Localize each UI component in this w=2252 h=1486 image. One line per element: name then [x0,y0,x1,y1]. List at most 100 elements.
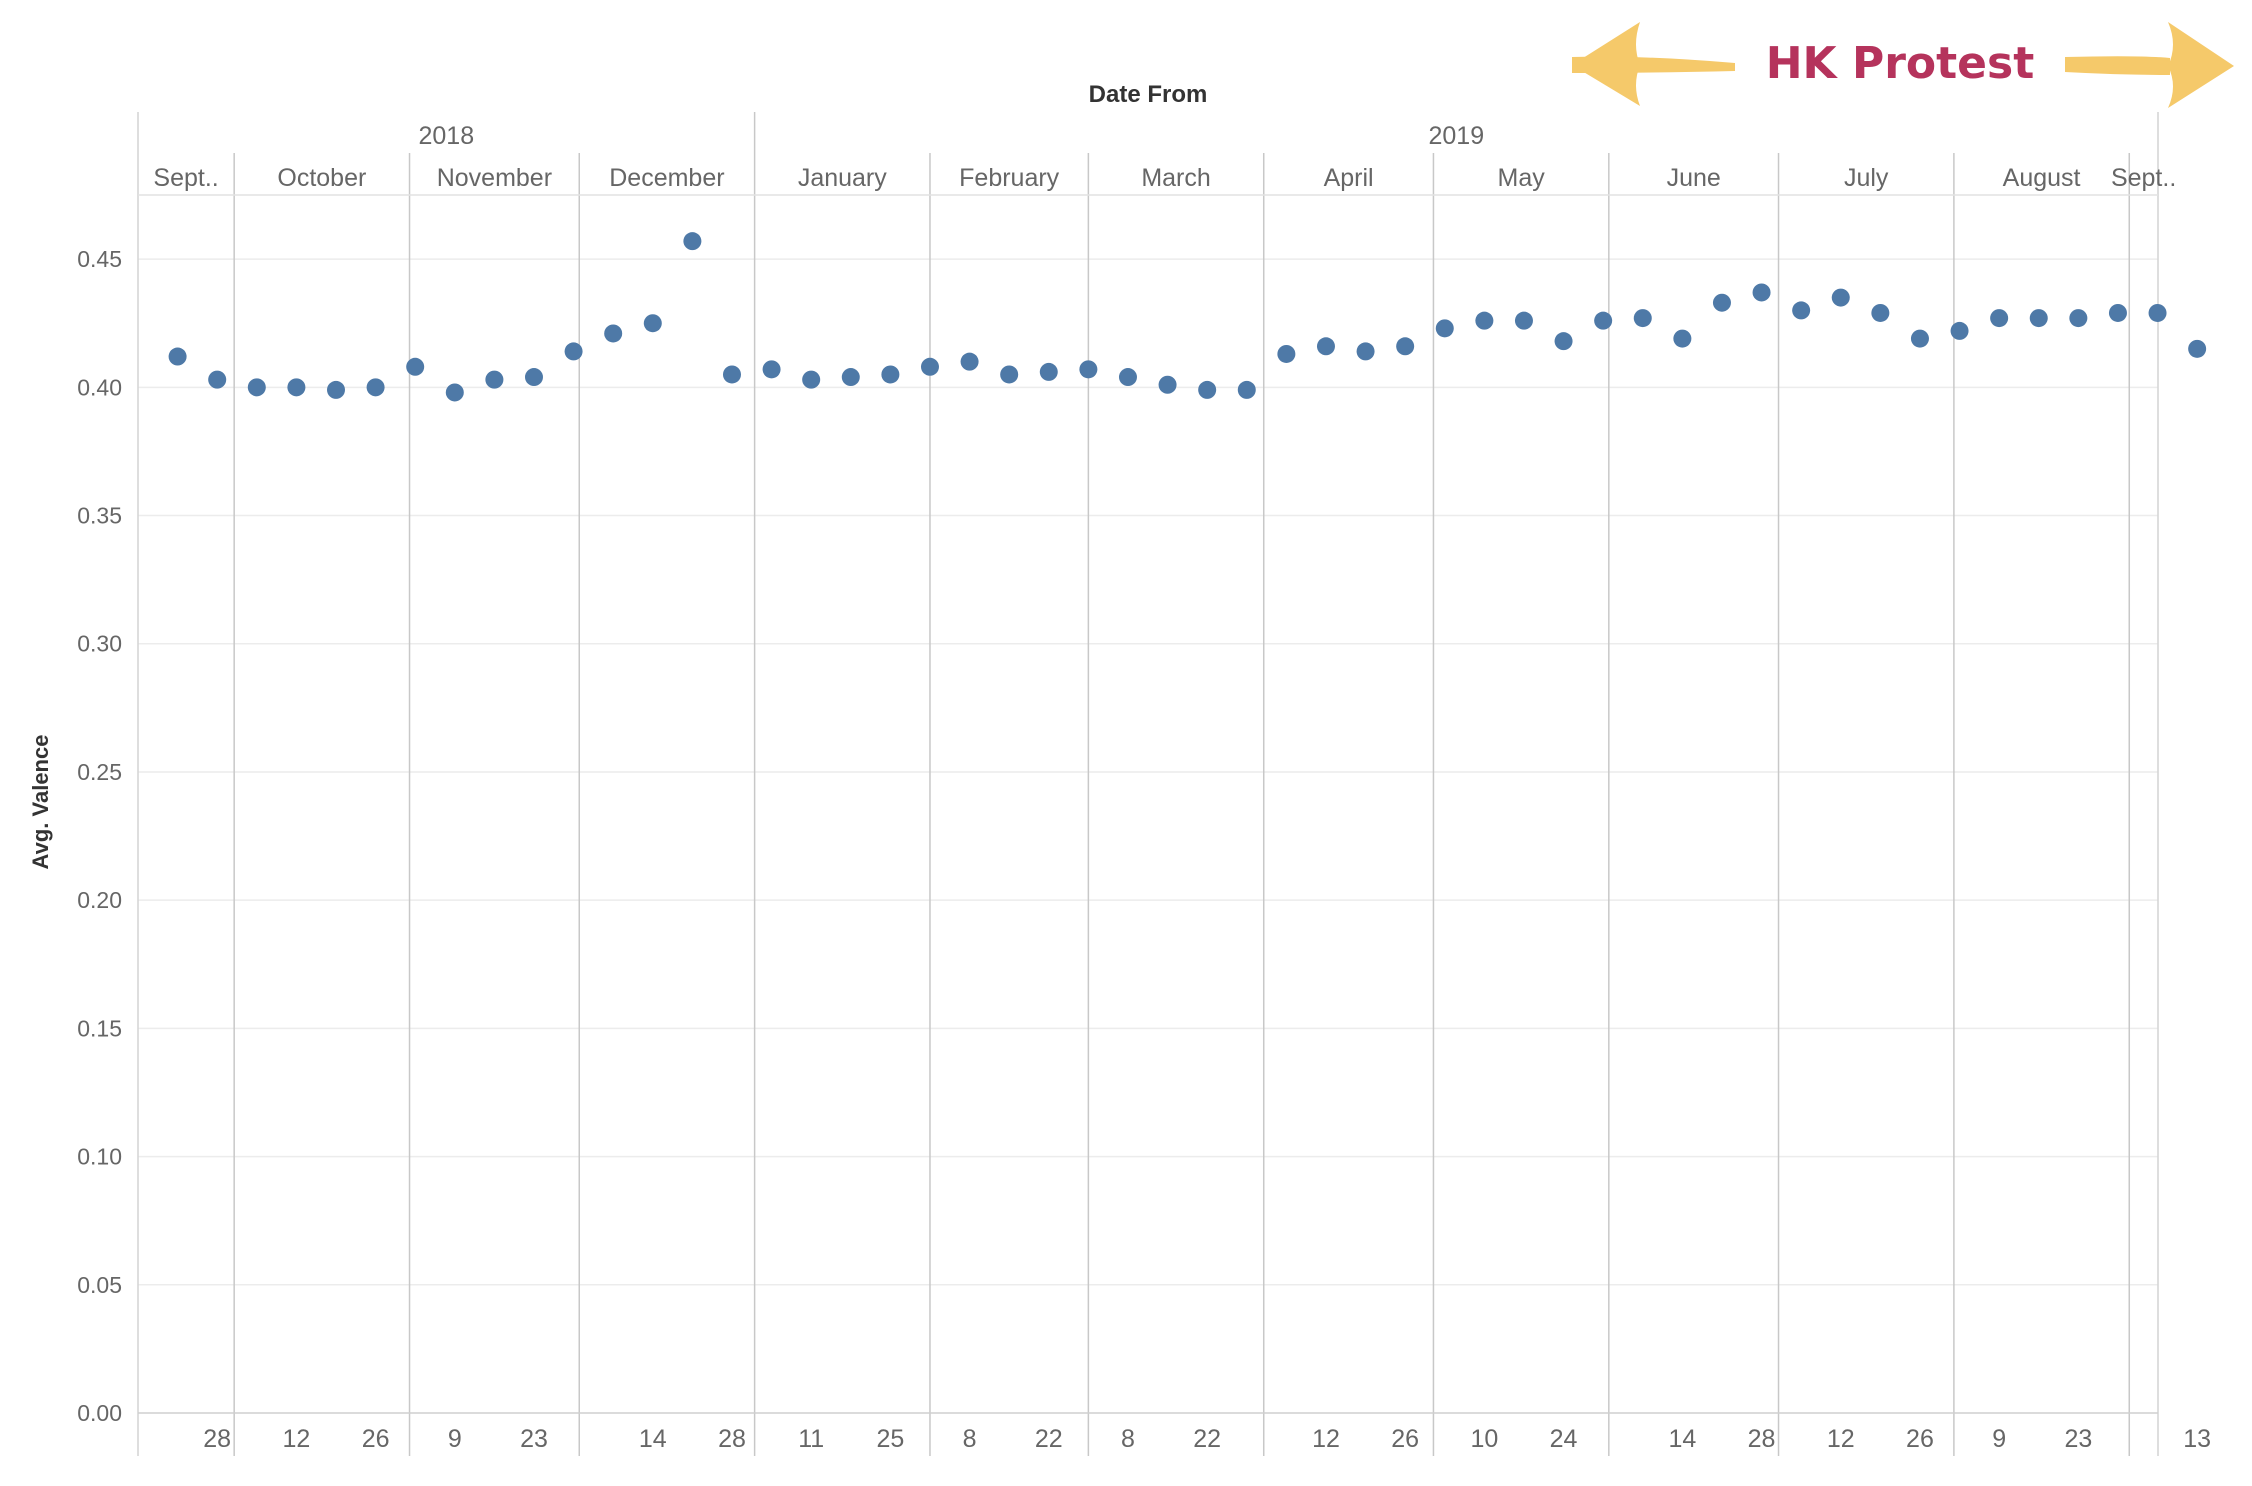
horizontal-gridlines [138,258,2158,1286]
y-tick-label: 0.35 [77,503,122,529]
y-tick-label: 0.10 [77,1144,122,1170]
year-label: 2018 [418,122,474,150]
x-tick-label: 14 [639,1425,667,1453]
data-point [168,347,187,366]
x-tick-label: 24 [1550,1425,1578,1453]
data-point [2069,309,2088,328]
data-point [841,368,860,387]
data-point [1554,332,1573,351]
hk-protest-annotation: HK Protest [1572,22,2234,108]
y-tick-label: 0.05 [77,1272,122,1298]
y-tick-label: 0.00 [77,1400,122,1426]
y-tick-labels: 0.00 0.05 0.10 0.15 0.20 0.25 0.30 0.35 0.40 0.45 [77,246,122,1426]
data-point [1198,380,1217,399]
data-point [2029,309,2048,328]
x-tick-label: 23 [520,1425,548,1453]
data-point [524,368,543,387]
x-tick-label: 25 [876,1425,904,1453]
month-label: October [277,164,366,192]
data-point [1871,303,1890,322]
data-point [564,342,583,361]
x-tick-label: 12 [1312,1425,1340,1453]
bottom-tick-labels: 28 12 26 9 23 14 28 11 25 8 22 8 22 12 26 10 24 14 28 12 26 9… [203,1425,2211,1453]
data-points [168,232,2207,402]
month-dividers [233,112,2131,1456]
data-point [247,378,266,397]
x-tick-label: 13 [2183,1425,2211,1453]
data-point [1039,362,1058,381]
data-point [1990,309,2009,328]
month-label: May [1498,164,1546,192]
year-label: 2019 [1428,122,1484,150]
data-point [1356,342,1375,361]
data-point [1158,375,1177,394]
month-label: November [437,164,552,192]
data-point [881,365,900,384]
data-point [604,324,623,343]
month-label: Sept.. [2111,164,2176,192]
data-point [1792,301,1811,320]
month-label: March [1141,164,1210,192]
x-tick-label: 14 [1668,1425,1696,1453]
month-label: July [1844,164,1889,192]
x-axis-title: Date From [1089,81,1208,108]
data-point [2188,339,2207,358]
plot-frame [137,112,2159,1456]
data-point [1000,365,1019,384]
month-label: Sept.. [153,164,218,192]
data-point [960,352,979,371]
x-tick-label: 9 [1992,1425,2006,1453]
month-labels: Sept.. October November December January Febr… [153,164,2176,192]
data-point [1910,329,1929,348]
data-point [326,380,345,399]
data-point [406,357,425,376]
left-arrow-icon [1572,22,1735,106]
data-point [1633,309,1652,328]
x-tick-label: 26 [362,1425,390,1453]
data-point [366,378,385,397]
y-axis-title: Avg. Valence [28,735,53,870]
data-point [1435,319,1454,338]
data-point [1594,311,1613,330]
data-point [1237,380,1256,399]
data-point [208,370,227,389]
x-tick-label: 26 [1391,1425,1419,1453]
x-tick-label: 28 [718,1425,746,1453]
y-tick-label: 0.30 [77,631,122,657]
data-point [1514,311,1533,330]
x-tick-label: 22 [1035,1425,1063,1453]
data-point [2148,303,2167,322]
data-point [1752,283,1771,302]
month-label: January [798,164,887,192]
data-point [1475,311,1494,330]
x-tick-label: 11 [798,1425,824,1453]
y-tick-label: 0.45 [77,246,122,272]
y-tick-label: 0.25 [77,759,122,785]
x-tick-label: 8 [1121,1425,1135,1453]
month-label: April [1324,164,1374,192]
y-tick-label: 0.20 [77,887,122,913]
x-tick-label: 8 [963,1425,977,1453]
data-point [683,232,702,251]
data-point [1673,329,1692,348]
data-point [1277,344,1296,363]
data-point [762,360,781,379]
data-point [920,357,939,376]
x-tick-label: 23 [2064,1425,2092,1453]
year-labels: 2018 2019 [418,122,1484,150]
month-label: June [1667,164,1721,192]
x-tick-label: 12 [1827,1425,1855,1453]
data-point [2108,303,2127,322]
data-point [802,370,821,389]
x-tick-label: 9 [448,1425,462,1453]
x-tick-label: 10 [1470,1425,1498,1453]
month-label: February [959,164,1060,192]
data-point [643,314,662,333]
right-arrow-icon [2065,22,2234,108]
month-label: December [609,164,724,192]
month-label: August [2003,164,2081,192]
data-point [445,383,464,402]
y-tick-label: 0.40 [77,374,122,400]
x-tick-label: 28 [1748,1425,1776,1453]
